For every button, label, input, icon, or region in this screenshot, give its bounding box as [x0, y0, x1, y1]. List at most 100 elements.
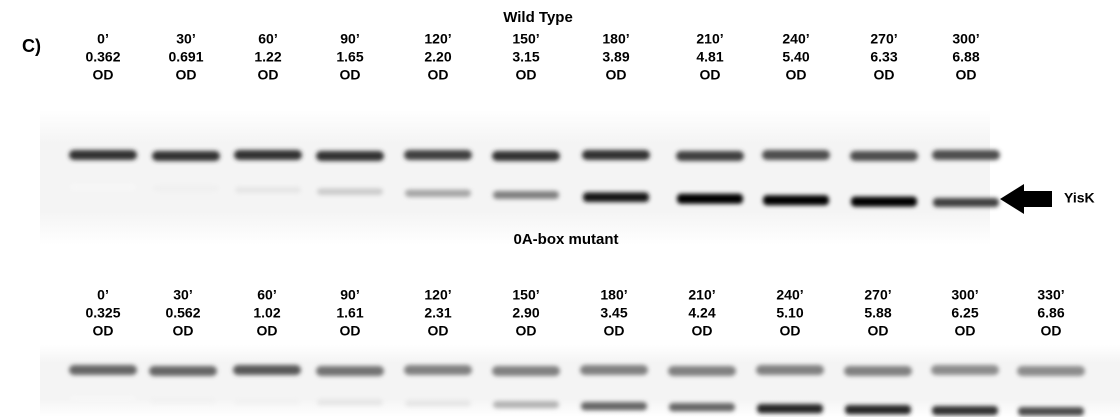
lane-unit: OD — [606, 67, 627, 83]
band — [233, 365, 301, 375]
band — [668, 366, 736, 376]
lane-unit: OD — [604, 323, 625, 339]
lane-od: 6.88 — [952, 49, 979, 65]
lane-unit: OD — [786, 67, 807, 83]
lane-time: 90’ — [340, 31, 359, 47]
lane-od: 6.86 — [1037, 305, 1064, 321]
band — [757, 404, 823, 413]
lane-od: 1.02 — [253, 305, 280, 321]
lane-unit: OD — [874, 67, 895, 83]
lane-unit: OD — [258, 67, 279, 83]
band — [669, 403, 735, 411]
lane-time: 0’ — [97, 287, 109, 303]
lane-unit: OD — [173, 323, 194, 339]
band — [152, 151, 220, 161]
arrow — [1000, 184, 1052, 214]
lane-unit: OD — [257, 323, 278, 339]
lane-od: 2.20 — [424, 49, 451, 65]
band — [492, 151, 560, 161]
blot-title: Wild Type — [503, 9, 573, 26]
figure: C) Wild Type 0A-box mutant YisK 0’ 0.362 O… — [0, 0, 1120, 417]
lane-od: 3.15 — [512, 49, 539, 65]
band — [676, 151, 744, 161]
lane-time: 60’ — [257, 287, 276, 303]
lane-od: 0.325 — [85, 305, 120, 321]
band — [762, 150, 830, 160]
band — [582, 150, 650, 160]
band — [234, 150, 302, 160]
band — [851, 197, 917, 207]
band — [493, 401, 559, 408]
lane-od: 0.362 — [85, 49, 120, 65]
lane-time: 240’ — [776, 287, 803, 303]
band — [317, 188, 383, 195]
arrow-label: YisK — [1064, 190, 1095, 206]
band — [932, 150, 1000, 160]
lane-time: 120’ — [424, 31, 451, 47]
band — [69, 150, 137, 160]
band — [492, 366, 560, 376]
band — [234, 398, 300, 404]
blot-background — [40, 110, 990, 245]
lane-od: 5.10 — [776, 305, 803, 321]
band — [69, 365, 137, 375]
band — [153, 185, 219, 191]
band — [933, 198, 999, 207]
lane-unit: OD — [340, 323, 361, 339]
panel-label: C) — [22, 36, 41, 56]
lane-unit: OD — [868, 323, 889, 339]
lane-od: 4.81 — [696, 49, 723, 65]
blot-title: 0A-box mutant — [514, 231, 619, 248]
band — [405, 400, 471, 406]
lane-od: 1.61 — [336, 305, 363, 321]
lane-unit: OD — [1041, 323, 1062, 339]
band — [317, 399, 383, 405]
band — [845, 405, 911, 414]
lane-time: 210’ — [688, 287, 715, 303]
band — [1018, 407, 1084, 416]
lane-time: 180’ — [602, 31, 629, 47]
lane-time: 180’ — [600, 287, 627, 303]
band — [850, 151, 918, 161]
lane-time: 30’ — [176, 31, 195, 47]
lane-time: 60’ — [258, 31, 277, 47]
band — [493, 191, 559, 199]
band — [583, 192, 649, 202]
lane-od: 4.24 — [688, 305, 715, 321]
band — [405, 190, 471, 197]
lane-od: 5.88 — [864, 305, 891, 321]
lane-unit: OD — [955, 323, 976, 339]
lane-time: 30’ — [173, 287, 192, 303]
lane-time: 90’ — [340, 287, 359, 303]
band — [581, 402, 647, 410]
lane-time: 210’ — [696, 31, 723, 47]
band — [677, 194, 743, 204]
band — [404, 150, 472, 160]
band — [580, 365, 648, 375]
lane-unit: OD — [692, 323, 713, 339]
lane-unit: OD — [428, 323, 449, 339]
lane-time: 0’ — [97, 31, 109, 47]
lane-unit: OD — [516, 67, 537, 83]
band — [150, 397, 216, 403]
lane-od: 6.25 — [951, 305, 978, 321]
lane-time: 270’ — [870, 31, 897, 47]
band — [932, 406, 998, 415]
lane-time: 120’ — [424, 287, 451, 303]
lane-od: 6.33 — [870, 49, 897, 65]
page: {"panel_label": "C)", "arrow_label": "Yi… — [0, 0, 1120, 417]
band — [756, 365, 824, 375]
band — [149, 366, 217, 376]
band — [763, 195, 829, 205]
band — [235, 187, 301, 193]
band — [70, 396, 136, 402]
lane-unit: OD — [176, 67, 197, 83]
lane-od: 2.31 — [424, 305, 451, 321]
lane-unit: OD — [780, 323, 801, 339]
lane-od: 3.45 — [600, 305, 627, 321]
lane-unit: OD — [428, 67, 449, 83]
lane-time: 300’ — [952, 31, 979, 47]
lane-od: 2.90 — [512, 305, 539, 321]
lane-od: 1.22 — [254, 49, 281, 65]
band — [70, 184, 136, 190]
